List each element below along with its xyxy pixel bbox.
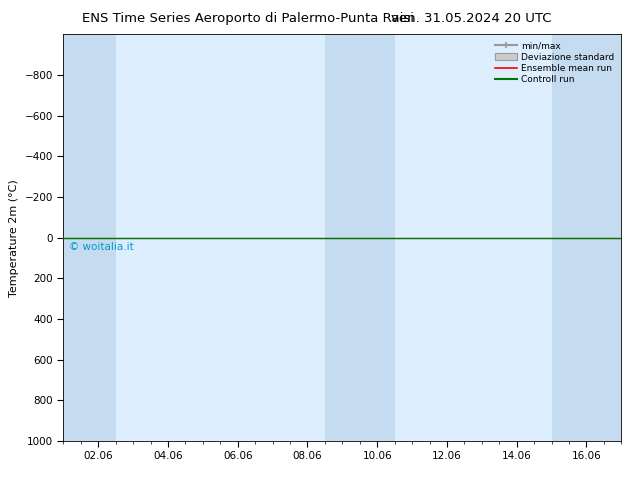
Text: ENS Time Series Aeroporto di Palermo-Punta Raisi: ENS Time Series Aeroporto di Palermo-Pun… [82, 12, 415, 25]
Y-axis label: Temperature 2m (°C): Temperature 2m (°C) [9, 179, 19, 296]
Text: © woitalia.it: © woitalia.it [69, 242, 134, 252]
Text: ven. 31.05.2024 20 UTC: ven. 31.05.2024 20 UTC [391, 12, 552, 25]
Bar [552, 34, 621, 441]
Bar [63, 34, 115, 441]
Legend: min/max, Deviazione standard, Ensemble mean run, Controll run: min/max, Deviazione standard, Ensemble m… [492, 39, 617, 87]
Bar [325, 34, 394, 441]
